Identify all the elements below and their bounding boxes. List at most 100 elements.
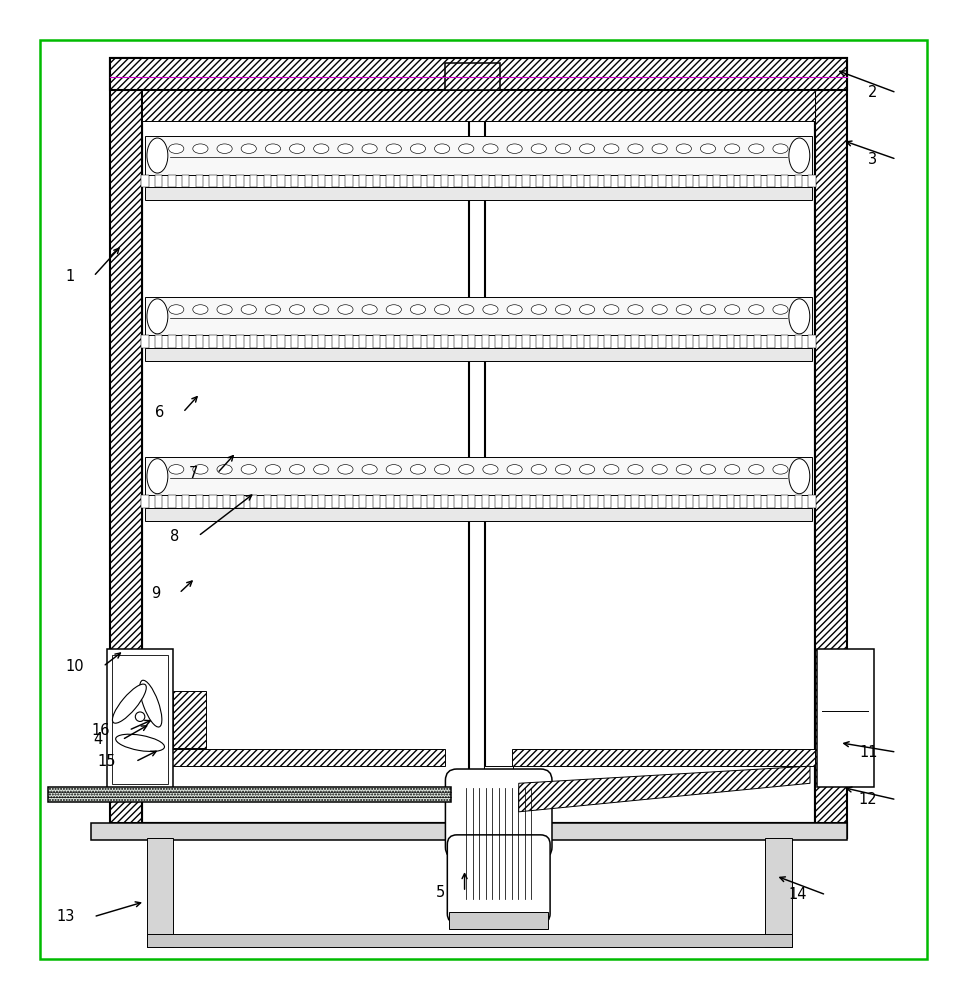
Ellipse shape	[555, 465, 571, 474]
Bar	[145, 457, 812, 495]
Ellipse shape	[580, 144, 595, 153]
Bar	[536, 335, 544, 348]
Bar	[400, 175, 407, 187]
Bar	[631, 495, 639, 508]
Bar	[223, 335, 230, 348]
Ellipse shape	[411, 305, 425, 314]
Bar	[373, 175, 380, 187]
Bar	[563, 495, 571, 508]
Ellipse shape	[241, 305, 256, 314]
Text: 16: 16	[91, 723, 110, 738]
Bar	[713, 335, 720, 348]
Bar	[346, 495, 352, 508]
Bar	[509, 175, 516, 187]
Bar	[563, 175, 571, 187]
Ellipse shape	[241, 465, 256, 474]
Bar	[726, 175, 734, 187]
Ellipse shape	[140, 680, 162, 727]
Bar	[726, 495, 734, 508]
Bar	[645, 175, 653, 187]
Bar	[195, 175, 203, 187]
Bar	[251, 335, 257, 348]
Bar	[699, 335, 707, 348]
Bar	[113, 655, 168, 784]
Bar	[740, 495, 748, 508]
Bar	[168, 175, 176, 187]
Bar	[713, 495, 720, 508]
Bar	[318, 335, 325, 348]
Ellipse shape	[749, 144, 764, 153]
Bar	[359, 175, 366, 187]
Bar	[590, 175, 598, 187]
Bar	[414, 175, 420, 187]
Ellipse shape	[217, 465, 232, 474]
Bar	[107, 649, 174, 790]
Text: 8: 8	[170, 529, 179, 544]
Bar	[147, 838, 174, 947]
Bar	[604, 335, 612, 348]
Bar	[373, 495, 380, 508]
Ellipse shape	[169, 144, 184, 153]
Bar	[427, 495, 434, 508]
Ellipse shape	[386, 465, 401, 474]
Bar	[794, 175, 802, 187]
Bar	[522, 495, 529, 508]
Ellipse shape	[700, 305, 716, 314]
Ellipse shape	[314, 144, 329, 153]
Ellipse shape	[289, 305, 305, 314]
Ellipse shape	[362, 305, 377, 314]
Ellipse shape	[555, 305, 571, 314]
Bar	[563, 335, 571, 348]
Bar	[251, 495, 257, 508]
Bar	[142, 90, 815, 121]
Bar	[794, 495, 802, 508]
Bar	[400, 335, 407, 348]
Ellipse shape	[773, 305, 788, 314]
Bar	[781, 335, 788, 348]
Polygon shape	[519, 766, 810, 812]
Bar	[522, 175, 529, 187]
Bar	[495, 335, 502, 348]
Ellipse shape	[289, 144, 305, 153]
Bar	[145, 187, 812, 200]
Text: 5: 5	[436, 885, 446, 900]
Ellipse shape	[116, 734, 164, 752]
Bar	[604, 495, 612, 508]
Ellipse shape	[676, 465, 691, 474]
Bar	[550, 495, 557, 508]
Bar	[223, 495, 230, 508]
Bar	[90, 823, 847, 840]
Ellipse shape	[507, 305, 522, 314]
Bar	[332, 495, 339, 508]
Bar	[645, 495, 653, 508]
Text: 7: 7	[188, 466, 198, 481]
Ellipse shape	[676, 305, 691, 314]
Ellipse shape	[749, 465, 764, 474]
Bar	[305, 175, 312, 187]
Bar	[550, 335, 557, 348]
Bar	[142, 749, 445, 766]
Bar	[291, 335, 298, 348]
Bar	[305, 495, 312, 508]
Ellipse shape	[147, 138, 168, 173]
Bar	[699, 495, 707, 508]
Bar	[278, 495, 285, 508]
Ellipse shape	[411, 144, 425, 153]
Ellipse shape	[724, 305, 740, 314]
Text: 1: 1	[65, 269, 75, 284]
Bar	[482, 175, 488, 187]
Bar	[441, 175, 448, 187]
Bar	[251, 175, 257, 187]
Bar	[142, 90, 815, 823]
Bar	[454, 335, 461, 348]
Ellipse shape	[338, 465, 353, 474]
Bar	[522, 335, 529, 348]
Bar	[400, 495, 407, 508]
Bar	[145, 508, 812, 521]
Bar	[512, 749, 815, 766]
Bar	[740, 335, 748, 348]
Ellipse shape	[458, 144, 474, 153]
Bar	[781, 495, 788, 508]
Ellipse shape	[314, 305, 329, 314]
Bar	[414, 495, 420, 508]
